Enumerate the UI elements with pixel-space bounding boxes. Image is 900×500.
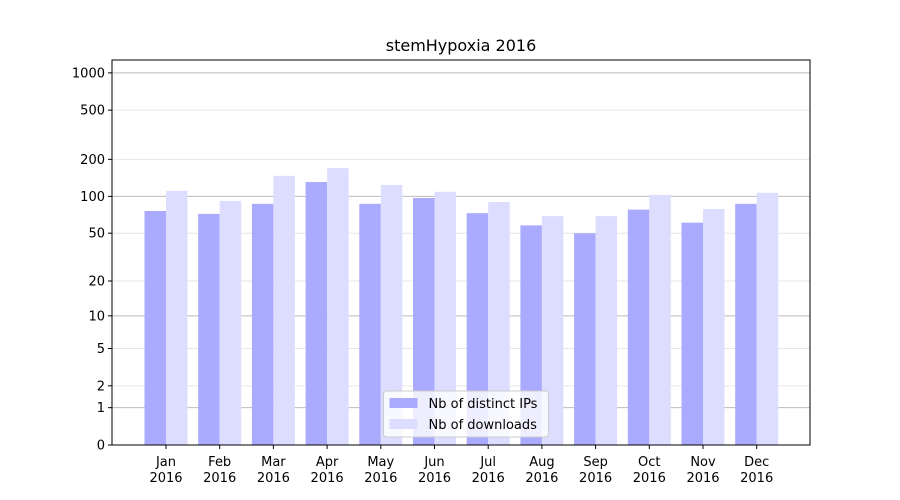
y-tick-label: 2 bbox=[97, 379, 105, 394]
bar bbox=[703, 208, 725, 445]
y-tick-label: 500 bbox=[80, 104, 105, 119]
bar bbox=[327, 168, 349, 446]
x-tick-label: Nov 2016 bbox=[686, 455, 719, 486]
bar bbox=[466, 213, 489, 445]
bar bbox=[434, 191, 456, 445]
x-tick-label: Apr 2016 bbox=[311, 455, 344, 486]
y-tick-label: 50 bbox=[88, 227, 105, 242]
x-tick-label: Dec 2016 bbox=[740, 455, 773, 486]
bar bbox=[488, 202, 510, 445]
y-tick-label: 10 bbox=[88, 309, 105, 324]
bar bbox=[251, 203, 274, 445]
legend-label: Nb of distinct IPs bbox=[429, 397, 538, 412]
legend-swatch bbox=[389, 419, 418, 429]
x-tick-label: Mar 2016 bbox=[257, 455, 290, 486]
y-tick-label: 1 bbox=[97, 401, 105, 416]
bar bbox=[305, 181, 328, 445]
bar bbox=[413, 198, 435, 445]
y-tick-label: 100 bbox=[80, 190, 105, 205]
bar bbox=[359, 203, 381, 445]
bar bbox=[595, 216, 618, 445]
bar bbox=[574, 233, 596, 445]
y-tick-label: 200 bbox=[80, 153, 105, 168]
x-tick-label: May 2016 bbox=[364, 455, 397, 486]
bar bbox=[627, 209, 650, 445]
plot-frame bbox=[111, 59, 811, 446]
x-tick-label: Feb 2016 bbox=[203, 455, 236, 486]
y-tick-label: 5 bbox=[97, 342, 105, 357]
legend-swatch bbox=[389, 398, 418, 408]
bar bbox=[219, 200, 242, 445]
bar bbox=[380, 184, 403, 445]
bar bbox=[166, 190, 188, 445]
bar bbox=[198, 213, 220, 445]
y-tick-label: 0 bbox=[97, 439, 105, 454]
x-tick-label: Jan 2016 bbox=[149, 455, 182, 486]
x-tick-label: Jul 2016 bbox=[472, 455, 505, 486]
chart-title: stemHypoxia 2016 bbox=[386, 36, 537, 55]
bar bbox=[541, 216, 564, 445]
bar bbox=[681, 222, 703, 445]
legend-label: Nb of downloads bbox=[429, 418, 538, 433]
bar bbox=[144, 211, 166, 445]
bar bbox=[735, 203, 757, 445]
x-tick-label: Oct 2016 bbox=[633, 455, 666, 486]
bar bbox=[649, 194, 671, 445]
x-tick-label: Aug 2016 bbox=[525, 455, 558, 486]
x-tick-label: Jun 2016 bbox=[418, 455, 451, 486]
legend-box bbox=[383, 390, 549, 438]
x-tick-label: Sep 2016 bbox=[579, 455, 612, 486]
bar bbox=[273, 175, 295, 445]
bar bbox=[520, 225, 542, 445]
y-tick-label: 1000 bbox=[72, 66, 105, 81]
y-tick-label: 20 bbox=[88, 275, 105, 290]
bar bbox=[756, 192, 779, 445]
